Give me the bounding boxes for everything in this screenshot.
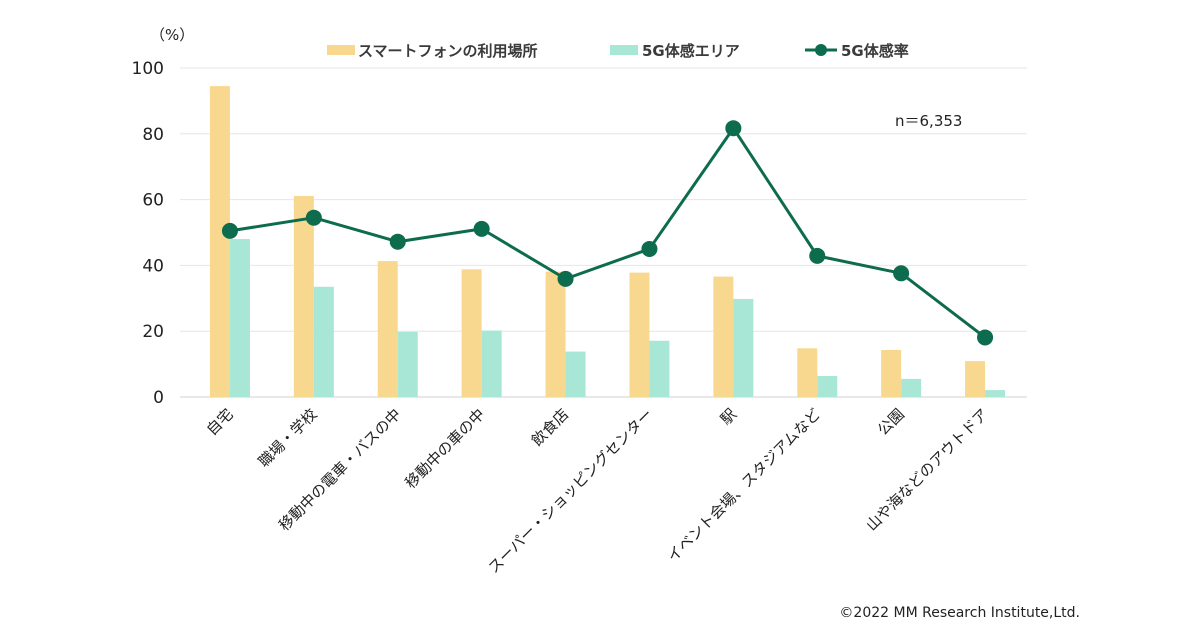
bar-usage bbox=[377, 261, 398, 397]
line-series bbox=[221, 120, 994, 346]
point-5g-rate bbox=[305, 209, 322, 226]
bar-5g-area bbox=[985, 390, 1006, 397]
bar-5g-area bbox=[565, 351, 586, 397]
category-label: 自宅 bbox=[203, 405, 237, 439]
y-tick-label: 20 bbox=[142, 322, 164, 342]
category-label: 飲食店 bbox=[528, 405, 573, 450]
category-label: 駅 bbox=[717, 405, 740, 428]
legend-swatch-5g-area bbox=[610, 45, 638, 55]
bar-usage bbox=[713, 276, 734, 397]
point-5g-rate bbox=[221, 222, 238, 239]
point-5g-rate bbox=[389, 233, 406, 250]
category-label: スーパー・ショッピングセンター bbox=[485, 405, 657, 577]
bar-usage bbox=[209, 86, 230, 397]
category-label: 公園 bbox=[874, 405, 908, 439]
bar-usage bbox=[629, 272, 650, 397]
bar-5g-area bbox=[313, 286, 334, 397]
y-tick-label: 60 bbox=[142, 191, 164, 211]
bar-usage bbox=[881, 349, 902, 397]
point-5g-rate bbox=[893, 265, 910, 282]
bar-usage bbox=[293, 195, 314, 397]
y-tick-label: 80 bbox=[142, 125, 164, 145]
bar-5g-area bbox=[901, 378, 922, 397]
point-5g-rate bbox=[725, 120, 742, 137]
copyright: ©2022 MM Research Institute,Ltd. bbox=[839, 605, 1080, 621]
category-label: 移動中の車の中 bbox=[401, 405, 488, 492]
bar-usage bbox=[965, 361, 986, 397]
y-tick-label: 0 bbox=[153, 388, 164, 408]
bar-usage bbox=[545, 271, 566, 397]
bar-usage bbox=[461, 269, 482, 397]
legend-label-5g-area: 5G体感エリア bbox=[642, 42, 740, 60]
bar-5g-area bbox=[229, 239, 250, 397]
legend-marker-5g-rate bbox=[815, 44, 827, 56]
legend: スマートフォンの利用場所 5G体感エリア 5G体感率 bbox=[327, 42, 909, 60]
point-5g-rate bbox=[473, 220, 490, 237]
point-5g-rate bbox=[977, 329, 994, 346]
bar-5g-area bbox=[481, 330, 502, 397]
y-tick-label: 100 bbox=[132, 59, 164, 79]
bar-5g-area bbox=[817, 375, 838, 397]
point-5g-rate bbox=[641, 240, 658, 257]
category-label: イベント会場、スタジアムなど bbox=[664, 405, 824, 565]
y-tick-label: 40 bbox=[142, 256, 164, 276]
sample-size-note: n＝6,353 bbox=[895, 112, 962, 130]
line-5g-rate bbox=[229, 126, 986, 339]
legend-label-5g-rate: 5G体感率 bbox=[841, 42, 909, 60]
y-axis-unit: （%） bbox=[150, 26, 194, 44]
bar-usage bbox=[797, 348, 818, 397]
point-5g-rate bbox=[557, 270, 574, 287]
category-label: 職場・学校 bbox=[255, 405, 321, 471]
bar-5g-area bbox=[649, 340, 670, 397]
bars bbox=[209, 86, 1006, 397]
bar-5g-area bbox=[733, 298, 754, 397]
legend-label-usage: スマートフォンの利用場所 bbox=[358, 42, 538, 60]
legend-swatch-usage bbox=[327, 45, 355, 55]
point-5g-rate bbox=[809, 247, 826, 264]
bar-5g-area bbox=[397, 331, 418, 397]
y-axis-ticks: 0 20 40 60 80 100 bbox=[132, 59, 164, 408]
